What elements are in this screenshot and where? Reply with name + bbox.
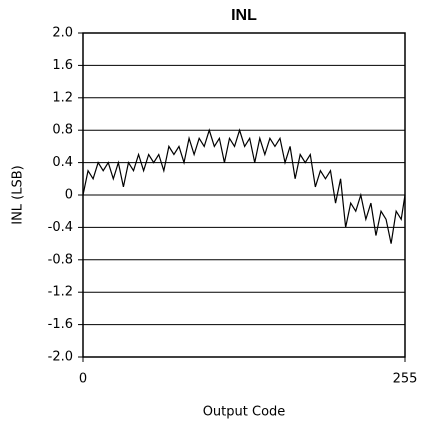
y-tick-label: -2.0 [48, 350, 73, 365]
y-tick-label: -0.8 [48, 252, 73, 267]
y-axis-label: INL (LSB) [11, 165, 26, 225]
x-tick-label: 255 [393, 372, 418, 387]
y-tick-label: 1.6 [52, 58, 73, 73]
chart-title: INL [231, 7, 257, 24]
y-tick-label: 0.8 [52, 123, 73, 138]
x-axis-label: Output Code [203, 405, 286, 420]
y-tick-label: 0.4 [52, 155, 73, 170]
y-tick-label: 0 [65, 188, 73, 203]
y-tick-label: -0.4 [48, 220, 73, 235]
y-tick-label: -1.2 [48, 285, 73, 300]
y-tick-label: 1.2 [52, 90, 73, 105]
y-tick-label: -1.6 [48, 317, 73, 332]
data-line [82, 128, 406, 244]
x-tick-label: 0 [79, 372, 87, 387]
y-tick-label: 2.0 [52, 26, 73, 41]
